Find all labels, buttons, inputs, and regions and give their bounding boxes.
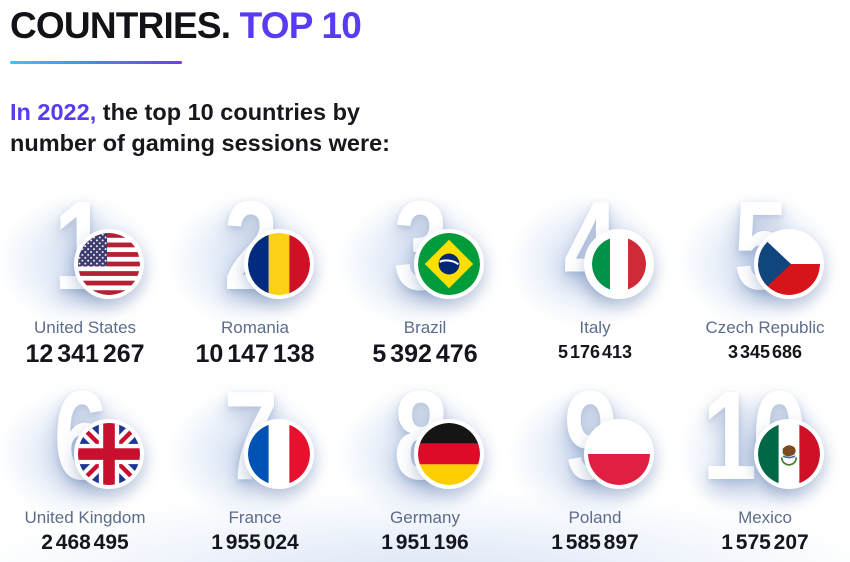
romania-flag-icon — [244, 229, 314, 299]
rank-figure: 9 — [510, 373, 680, 499]
us-flag-icon — [74, 229, 144, 299]
page-title-black: COUNTRIES. — [10, 5, 231, 46]
sessions-value: 10 147 138 — [195, 340, 315, 368]
country-item: 6 United Kingdom 2 468 495 — [0, 373, 170, 562]
country-item: 2 Romania 10 147 138 — [170, 183, 340, 380]
country-item: 8 Germany 1 951 196 — [340, 373, 510, 562]
country-name: Germany — [390, 508, 460, 527]
title-underline-gradient — [10, 61, 182, 64]
rank-figure: 4 — [510, 183, 680, 309]
country-item: 10 Mexico 1 575 207 — [680, 373, 850, 562]
page-title-accent: TOP 10 — [239, 5, 362, 46]
rank-figure: 2 — [170, 183, 340, 309]
rank-figure: 5 — [680, 183, 850, 309]
czech-republic-flag-icon — [754, 229, 824, 299]
france-flag-icon — [244, 419, 314, 489]
page-title: COUNTRIES. TOP 10 — [10, 4, 362, 48]
sessions-value: 5 176 413 — [557, 342, 633, 362]
sessions-value: 1 951 196 — [381, 531, 469, 554]
countries-grid: 1 United States 12 341 267 2 Romania 10 147 1… — [0, 183, 850, 562]
country-item: 1 United States 12 341 267 — [0, 183, 170, 380]
rank-figure: 1 — [0, 183, 170, 309]
poland-flag-icon — [584, 419, 654, 489]
country-name: France — [228, 508, 282, 527]
country-name: Romania — [220, 318, 290, 337]
intro-sentence: the top 10 countries by number of gaming… — [10, 99, 391, 156]
brazil-flag-icon — [414, 229, 484, 299]
sessions-value: 12 341 267 — [25, 340, 145, 368]
sessions-value: 1 585 897 — [551, 531, 639, 554]
rank-figure: 3 — [340, 183, 510, 309]
country-name: United Kingdom — [24, 508, 146, 527]
sessions-value: 1 575 207 — [721, 531, 809, 554]
mexico-flag-icon — [754, 419, 824, 489]
country-item: 5 Czech Republic 3 345 686 — [680, 183, 850, 380]
sessions-value: 3 345 686 — [727, 342, 803, 362]
sessions-value: 1 955 024 — [211, 531, 299, 554]
country-item: 3 Brazil 5 392 476 — [340, 183, 510, 380]
sessions-value: 5 392 476 — [372, 340, 478, 368]
italy-flag-icon — [584, 229, 654, 299]
rank-figure: 8 — [340, 373, 510, 499]
germany-flag-icon — [414, 419, 484, 489]
rank-figure: 10 — [680, 373, 850, 499]
rank-figure: 6 — [0, 373, 170, 499]
united-kingdom-flag-icon — [74, 419, 144, 489]
intro-year-accent: In 2022, — [10, 99, 97, 125]
country-name: Poland — [568, 508, 622, 527]
sessions-value: 2 468 495 — [41, 531, 129, 554]
intro-text: In 2022, the top 10 countries by number … — [10, 97, 420, 159]
country-item: 4 Italy 5 176 413 — [510, 183, 680, 380]
country-name: Brazil — [403, 318, 447, 337]
rank-figure: 7 — [170, 373, 340, 499]
country-item: 9 Poland 1 585 897 — [510, 373, 680, 562]
country-name: Italy — [579, 318, 611, 337]
country-name: United States — [33, 318, 137, 337]
country-name: Czech Republic — [705, 318, 825, 337]
country-item: 7 France 1 955 024 — [170, 373, 340, 562]
country-name: Mexico — [738, 508, 792, 527]
